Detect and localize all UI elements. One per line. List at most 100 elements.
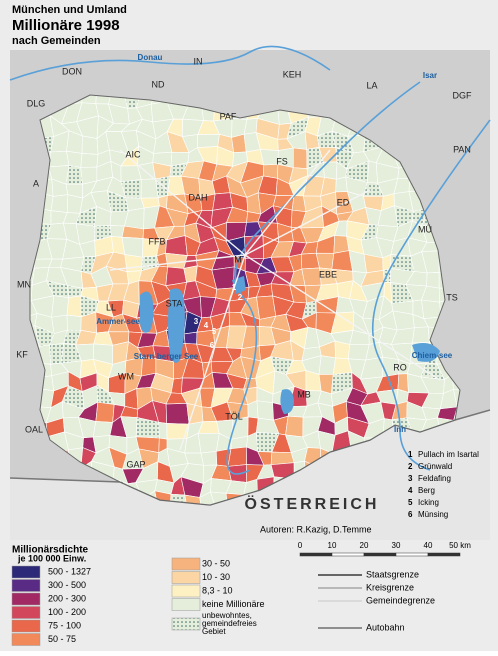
- legend-label: 500 - 1327: [48, 566, 91, 576]
- water-label: Ammer-see: [96, 317, 140, 326]
- legend-subtitle: je 100 000 Einw.: [17, 553, 86, 563]
- municipality: [80, 153, 99, 168]
- legend-swatch: [11, 592, 41, 606]
- legend-label: Staatsgrenze: [366, 569, 419, 579]
- municipality: [335, 176, 348, 193]
- district-label: DLG: [27, 98, 46, 108]
- scale-label: 50 km: [449, 541, 471, 550]
- municipality: [81, 135, 99, 155]
- district-label: DAH: [188, 192, 207, 202]
- municipality: [184, 494, 202, 505]
- scale-label: 20: [360, 541, 369, 550]
- legend-label: 30 - 50: [202, 558, 230, 568]
- municipality: [124, 254, 143, 272]
- municipality: [227, 446, 248, 467]
- list-name: Grünwald: [418, 462, 452, 471]
- country-label: ÖSTERREICH: [245, 494, 380, 513]
- scale-segment: [427, 552, 461, 557]
- number-label: 1: [232, 283, 237, 292]
- municipality: [121, 236, 144, 258]
- legend-label: Gemeindegrenze: [366, 595, 435, 605]
- list-name: Pullach im Isartal: [418, 450, 479, 459]
- legend-label: Autobahn: [366, 622, 405, 632]
- district-label: GAP: [126, 459, 145, 469]
- district-label: PAF: [220, 111, 237, 121]
- list-number: 6: [408, 510, 413, 519]
- municipality: [197, 433, 220, 454]
- district-label: MÜ: [418, 224, 432, 234]
- scale-segment: [331, 552, 365, 557]
- district-label: WM: [118, 371, 134, 381]
- list-name: Münsing: [418, 510, 448, 519]
- legend-label: 300 - 500: [48, 580, 86, 590]
- legend-label: Kreisgrenze: [366, 582, 414, 592]
- number-label: 3: [194, 317, 199, 326]
- municipality: [48, 150, 70, 168]
- list-number: 1: [408, 450, 413, 459]
- district-label: RO: [393, 362, 407, 372]
- district-label: FS: [276, 156, 288, 166]
- water-label: Starn-berger See: [134, 352, 199, 361]
- municipality: [231, 133, 247, 154]
- legend-title: Millionärsdichte: [12, 545, 89, 556]
- scale-segment: [395, 552, 429, 557]
- list-number: 2: [408, 462, 413, 471]
- district-label: IN: [194, 56, 203, 66]
- district-label: KEH: [283, 69, 302, 79]
- district-label: ED: [337, 197, 350, 207]
- municipality: [292, 147, 308, 169]
- list-name: Feldafing: [418, 474, 451, 483]
- legend-swatch: [11, 606, 41, 619]
- legend-label: 75 - 100: [48, 620, 81, 630]
- austria: [10, 410, 490, 540]
- list-number: 4: [408, 486, 413, 495]
- legend-label: 8,3 - 10: [202, 585, 233, 595]
- municipality: [197, 133, 220, 148]
- municipality: [95, 401, 115, 423]
- scale-label: 40: [424, 541, 433, 550]
- municipality: [285, 415, 304, 438]
- municipality: [66, 150, 83, 168]
- district-label: A: [33, 178, 39, 188]
- municipality: [92, 421, 114, 438]
- district-label: M: [234, 254, 242, 264]
- scale-label: 10: [328, 541, 337, 550]
- legend-label: 10 - 30: [202, 572, 230, 582]
- municipality: [200, 451, 218, 466]
- legend-swatch: [11, 619, 41, 633]
- subtitle: nach Gemeinden: [12, 35, 101, 47]
- legend-label: keine Millionäre: [202, 599, 265, 609]
- legend-swatch: [171, 571, 201, 584]
- district-label: STA: [166, 298, 183, 308]
- municipality: [66, 314, 82, 331]
- district-label: LA: [366, 80, 377, 90]
- authors: Autoren: R.Kazig, D.Temme: [260, 524, 372, 534]
- legend-label: unbewohntes, gemeindefreies Gebiet: [202, 611, 257, 636]
- list-name: Berg: [418, 486, 435, 495]
- scale-segment: [299, 552, 333, 557]
- title: Millionäre 1998: [12, 17, 120, 34]
- legend-swatch: [171, 584, 201, 598]
- district-label: TÖL: [225, 411, 243, 421]
- municipality: [199, 491, 218, 505]
- list-name: Icking: [418, 498, 439, 507]
- list-number: 5: [408, 498, 413, 507]
- district-label: LL: [106, 302, 116, 312]
- municipality: [412, 326, 430, 344]
- water-label: Isar: [423, 71, 437, 80]
- district-label: KF: [16, 349, 28, 359]
- district-label: MN: [17, 279, 31, 289]
- district-label: AIC: [125, 149, 141, 159]
- district-label: ND: [152, 79, 165, 89]
- number-label: 2: [238, 293, 243, 302]
- municipality: [158, 421, 168, 440]
- water-label: Chiem-see: [412, 351, 453, 360]
- municipality: [421, 299, 442, 319]
- municipality: [426, 272, 440, 289]
- list-number: 3: [408, 474, 413, 483]
- scale-label: 30: [392, 541, 401, 550]
- motorways: [109, 149, 441, 451]
- legend-swatch: [171, 598, 201, 611]
- district-label: FFB: [149, 236, 166, 246]
- district-label: EBE: [319, 269, 337, 279]
